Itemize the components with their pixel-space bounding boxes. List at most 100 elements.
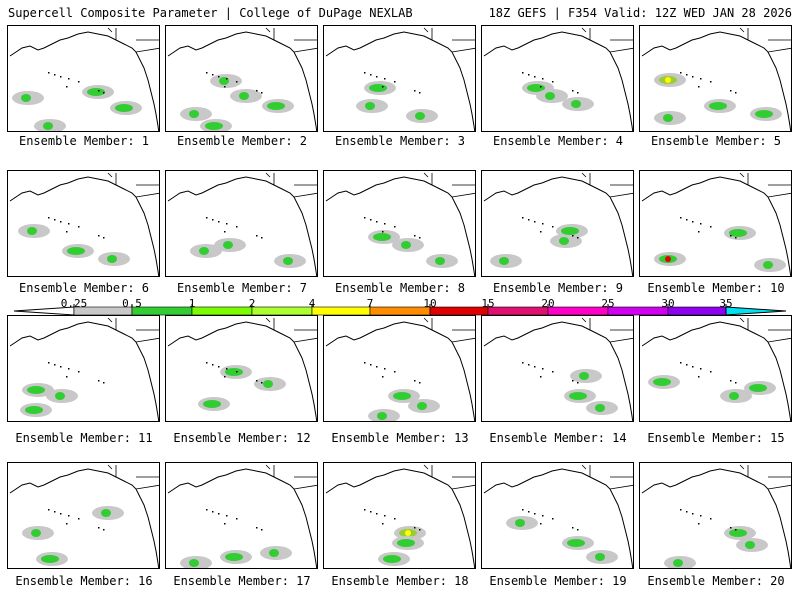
island: [540, 376, 542, 378]
political-borders: [265, 317, 317, 343]
island: [419, 529, 421, 531]
island: [522, 217, 524, 219]
colorbar-segment: [547, 306, 609, 316]
island: [528, 219, 530, 221]
scp-area: [556, 224, 588, 238]
island: [218, 513, 220, 515]
colorbar: [13, 304, 787, 316]
ensemble-map-panel: [7, 25, 160, 132]
political-borders: [739, 464, 791, 490]
scp-area: [536, 89, 568, 103]
island: [710, 81, 712, 83]
colorbar-label: 7: [366, 297, 374, 310]
scp-area: [254, 377, 286, 391]
island: [66, 86, 68, 88]
map-canvas: [9, 172, 159, 276]
colorbar-segment: [487, 306, 549, 316]
island: [226, 223, 228, 225]
island: [364, 362, 366, 364]
island: [528, 74, 530, 76]
island: [419, 92, 421, 94]
colorbar-segment: [311, 306, 371, 316]
island: [382, 523, 384, 525]
panel-caption: Ensemble Member: 19: [489, 574, 627, 588]
colorbar-label: 4: [308, 297, 316, 310]
island: [226, 515, 228, 517]
scp-area: [378, 552, 410, 566]
island: [414, 380, 416, 382]
island: [376, 221, 378, 223]
island: [68, 515, 70, 517]
island: [540, 86, 542, 88]
island: [212, 219, 214, 221]
scp-area: [750, 107, 782, 121]
scp-area: [562, 536, 594, 550]
coastline: [641, 31, 791, 131]
island: [534, 366, 536, 368]
political-borders: [581, 317, 633, 343]
island: [370, 74, 372, 76]
scp-area: [570, 369, 602, 383]
colorbar-segment: [251, 306, 313, 316]
panel-caption: Ensemble Member: 7: [176, 281, 308, 295]
island: [68, 78, 70, 80]
coastline: [483, 321, 633, 421]
island: [370, 364, 372, 366]
scp-area: [654, 111, 686, 125]
island: [686, 74, 688, 76]
map-canvas: [325, 172, 475, 276]
island: [226, 78, 228, 80]
island: [60, 221, 62, 223]
island: [686, 511, 688, 513]
colorbar-segment: [429, 306, 489, 316]
island: [414, 90, 416, 92]
island: [394, 81, 396, 83]
ensemble-map-panel: [481, 170, 634, 277]
island: [206, 509, 208, 511]
colorbar-segment: [369, 306, 431, 316]
ensemble-map-panel: [165, 170, 318, 277]
scp-area: [724, 526, 756, 540]
colorbar-segment: [667, 306, 727, 316]
coastline: [9, 321, 159, 421]
scp-area: [490, 254, 522, 268]
coastline: [641, 321, 791, 421]
ensemble-map-panel: [165, 25, 318, 132]
scp-area: [230, 89, 262, 103]
island: [577, 92, 579, 94]
island: [710, 371, 712, 373]
ensemble-map-panel: [481, 462, 634, 569]
map-canvas: [483, 317, 633, 421]
island: [236, 226, 238, 228]
island: [261, 529, 263, 531]
scp-area: [564, 389, 596, 403]
island: [212, 364, 214, 366]
island: [60, 76, 62, 78]
scp-area: [648, 375, 680, 389]
map-canvas: [483, 27, 633, 131]
colorbar-label: 15: [481, 297, 495, 310]
scp-area: [22, 526, 54, 540]
island: [98, 380, 100, 382]
panel-caption: Ensemble Member: 4: [492, 134, 624, 148]
coastline: [483, 468, 633, 568]
island: [414, 527, 416, 529]
political-borders: [581, 464, 633, 490]
colorbar-segment: [607, 306, 669, 316]
island: [552, 518, 554, 520]
scp-area: [98, 252, 130, 266]
island: [700, 78, 702, 80]
island: [577, 529, 579, 531]
ensemble-map-panel: [639, 25, 792, 132]
colorbar-label: 10: [423, 297, 437, 310]
coastline: [9, 176, 159, 276]
scp-area: [586, 550, 618, 564]
political-borders: [265, 172, 317, 198]
colorbar-right-arrow: [725, 306, 787, 316]
island: [735, 529, 737, 531]
map-canvas: [325, 27, 475, 131]
scp-area: [562, 97, 594, 111]
scp-area: [190, 244, 222, 258]
island: [54, 219, 56, 221]
scp-area: [260, 546, 292, 560]
